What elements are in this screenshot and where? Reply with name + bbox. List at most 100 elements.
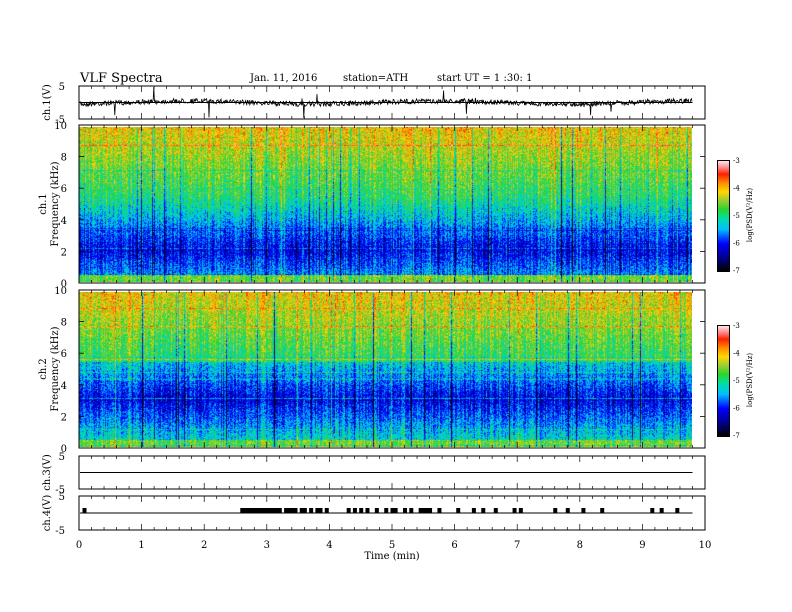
ch4-pulse xyxy=(365,508,370,513)
y-axis-label: ch.1 xyxy=(38,193,49,215)
ch4-pulse xyxy=(252,508,257,513)
ch4-pulse xyxy=(82,508,87,513)
y-axis-label: Frequency (kHz) xyxy=(50,161,61,246)
ch4-pulse xyxy=(421,508,426,513)
figure-title: VLF Spectra xyxy=(80,71,163,86)
ch4-pulse xyxy=(315,508,320,513)
y-tick-label: 8 xyxy=(61,318,67,329)
y-tick-label: 8 xyxy=(61,153,67,164)
y-tick-label: 0 xyxy=(61,279,67,290)
ch4-pulse xyxy=(675,508,680,513)
y-tick-label: -5 xyxy=(55,485,65,496)
colorbar-tick-label: -4 xyxy=(733,185,740,193)
ch4-pulse xyxy=(302,508,307,513)
colorbar-tick-label: -6 xyxy=(733,405,740,413)
ch4-pulse xyxy=(243,508,248,513)
y-axis-label: ch.4(V) xyxy=(42,495,53,532)
ch4-pulse xyxy=(274,508,279,513)
colorbar-label: log(PSD(V²/Hz) xyxy=(746,188,754,243)
x-tick-label: 10 xyxy=(699,540,712,551)
ch4-pulse xyxy=(246,508,251,513)
ch4-pulse xyxy=(293,508,298,513)
x-tick-label: 8 xyxy=(577,540,583,551)
y-tick-label: 5 xyxy=(59,82,65,93)
ch4-pulse xyxy=(428,508,433,513)
colorbar-tick-label: -6 xyxy=(733,240,740,248)
ch4-pulse xyxy=(565,508,570,513)
station-label: station=ATH xyxy=(343,73,409,84)
x-tick-label: 0 xyxy=(76,540,82,551)
ch4-pulse xyxy=(424,508,429,513)
ch4-pulse xyxy=(359,508,364,513)
ch4-pulse xyxy=(650,508,655,513)
colorbar-tick-label: -7 xyxy=(733,432,740,440)
y-tick-label: 0 xyxy=(61,444,67,455)
colorbar-label: log(PSD(V²/Hz) xyxy=(746,353,754,408)
x-tick-label: 4 xyxy=(326,540,332,551)
y-tick-label: 6 xyxy=(61,184,67,195)
ch4-pulse xyxy=(393,508,398,513)
y-tick-label: -5 xyxy=(55,115,65,126)
ch4-pulse xyxy=(265,508,270,513)
y-tick-label: 2 xyxy=(61,412,67,423)
ch1-spectrogram xyxy=(79,127,692,282)
y-axis-label: ch.3(V) xyxy=(42,454,53,491)
y-tick-label: 10 xyxy=(54,121,67,132)
ch4-pulse xyxy=(418,508,423,513)
y-tick-label: -5 xyxy=(55,526,65,537)
ch4-pulse xyxy=(259,508,264,513)
ch4-pulse xyxy=(481,508,486,513)
ch4-pulse xyxy=(346,508,351,513)
ch4-pulse xyxy=(309,508,314,513)
start-time-label: start UT = 1 :30: 1 xyxy=(437,73,533,84)
colorbar-tick-label: -7 xyxy=(733,267,740,275)
ch1-colorbar xyxy=(717,160,730,272)
ch4-pulse xyxy=(352,508,357,513)
ch4-pulse xyxy=(471,508,476,513)
date-label: Jan. 11, 2016 xyxy=(250,73,318,84)
ch2-spectrogram xyxy=(79,292,692,447)
colorbar-tick-label: -3 xyxy=(733,157,740,165)
ch4-pulse xyxy=(512,508,517,513)
x-tick-label: 1 xyxy=(138,540,144,551)
ch4-pulse xyxy=(318,508,323,513)
colorbar-tick-label: -5 xyxy=(733,377,740,385)
ch4-pulse xyxy=(553,508,558,513)
ch4-pulse xyxy=(374,508,379,513)
ch4-pulse xyxy=(249,508,254,513)
ch4-pulse xyxy=(390,508,395,513)
ch4-pulse xyxy=(299,508,304,513)
x-tick-label: 6 xyxy=(451,540,457,551)
y-tick-label: 4 xyxy=(61,381,67,392)
panel-frame xyxy=(78,124,706,284)
x-tick-label: 3 xyxy=(264,540,270,551)
ch4-pulse xyxy=(290,508,295,513)
ch4-pulse xyxy=(409,508,414,513)
x-tick-label: 5 xyxy=(389,540,395,551)
y-axis-label: ch.2 xyxy=(38,358,49,380)
y-tick-label: 4 xyxy=(61,216,67,227)
y-tick-label: 5 xyxy=(59,492,65,503)
y-tick-label: 10 xyxy=(54,286,67,297)
x-tick-label: 9 xyxy=(639,540,645,551)
ch1-trace xyxy=(79,86,693,119)
ch4-pulse xyxy=(262,508,267,513)
ch4-pulse xyxy=(493,508,498,513)
ch4-pulse xyxy=(437,508,442,513)
x-tick-label: 7 xyxy=(514,540,520,551)
ch4-pulse xyxy=(268,508,273,513)
x-axis-label: Time (min) xyxy=(364,551,419,562)
y-tick-label: 2 xyxy=(61,247,67,258)
ch4-pulse xyxy=(324,508,329,513)
ch4-pulse xyxy=(255,508,260,513)
colorbar-tick-label: -3 xyxy=(733,322,740,330)
ch4-pulse xyxy=(240,508,245,513)
ch4-pulse xyxy=(284,508,289,513)
ch4-pulse xyxy=(581,508,586,513)
x-tick-label: 2 xyxy=(201,540,207,551)
ch4-pulse xyxy=(287,508,292,513)
y-tick-label: 5 xyxy=(59,452,65,463)
ch4-pulse xyxy=(456,508,461,513)
